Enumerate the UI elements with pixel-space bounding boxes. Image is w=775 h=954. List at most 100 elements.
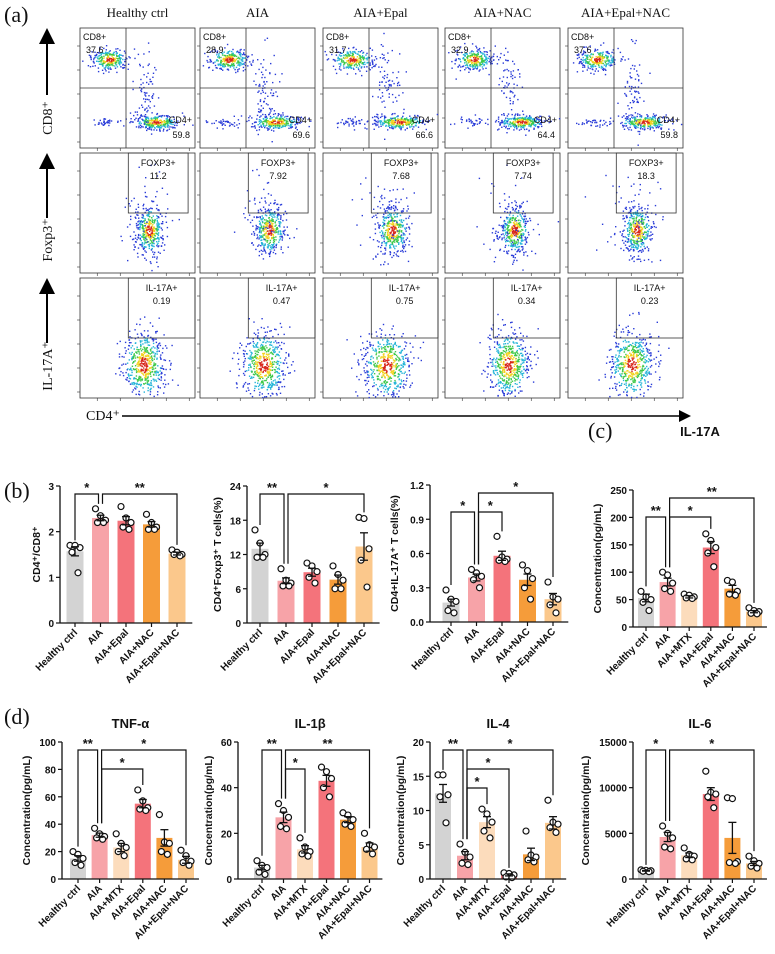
event-dot (124, 60, 126, 63)
event-dot (103, 55, 105, 57)
event-dot (255, 227, 257, 229)
event-dot (97, 56, 99, 58)
event-dot (262, 124, 265, 126)
event-dot (152, 240, 155, 242)
event-dot (507, 117, 509, 120)
event-dot (247, 55, 250, 58)
event-dot (349, 61, 351, 63)
event-dot (360, 61, 362, 64)
event-dot (405, 117, 408, 119)
event-dot (394, 236, 396, 238)
event-dot (264, 76, 266, 79)
event-dot (408, 122, 410, 124)
event-dot (473, 65, 475, 67)
event-dot (346, 56, 349, 59)
event-dot (238, 68, 240, 70)
event-dot (509, 230, 511, 233)
event-dot (516, 250, 518, 253)
event-dot (497, 118, 500, 120)
event-dot (403, 233, 405, 235)
event-dot (480, 60, 483, 63)
event-dot (110, 54, 113, 56)
event-dot (379, 224, 381, 227)
event-dot (514, 94, 516, 97)
event-dot (595, 60, 598, 62)
event-dot (510, 233, 513, 235)
event-dot (477, 56, 479, 58)
event-dot (469, 59, 471, 61)
event-dot (243, 52, 245, 54)
event-dot (280, 119, 283, 121)
event-dot (401, 224, 403, 227)
event-dot (491, 232, 494, 234)
event-dot (169, 122, 171, 124)
event-dot (513, 125, 515, 128)
event-dot (379, 200, 381, 203)
event-dot (109, 53, 112, 55)
event-dot (651, 123, 654, 125)
event-dot (394, 205, 397, 208)
event-dot (259, 116, 261, 118)
event-dot (477, 55, 479, 57)
event-dot (237, 60, 239, 62)
event-dot (527, 116, 530, 119)
event-dot (394, 226, 396, 229)
event-dot (284, 234, 286, 236)
event-dot (281, 73, 283, 75)
event-dot (636, 73, 639, 76)
event-dot (394, 238, 397, 240)
event-dot (518, 225, 520, 228)
event-dot (253, 199, 256, 201)
event-dot (402, 246, 404, 248)
event-dot (626, 80, 629, 83)
event-dot (507, 221, 509, 223)
event-dot (382, 76, 384, 78)
event-dot (626, 118, 629, 120)
event-dot (384, 59, 386, 61)
event-dot (468, 118, 470, 120)
event-dot (217, 56, 219, 58)
event-dot (401, 118, 403, 120)
event-dot (375, 124, 377, 127)
event-dot (524, 117, 527, 119)
event-dot (143, 203, 145, 206)
event-dot (277, 209, 279, 212)
event-dot (369, 64, 371, 66)
event-dot (589, 55, 591, 57)
event-dot (158, 240, 160, 242)
event-dot (391, 227, 394, 230)
event-dot (158, 209, 160, 211)
event-dot (600, 119, 602, 122)
event-dot (525, 222, 527, 225)
event-dot (267, 247, 269, 249)
event-dot (625, 125, 628, 127)
event-dot (243, 49, 245, 51)
event-dot (396, 213, 398, 216)
event-dot (476, 123, 479, 125)
event-dot (253, 234, 256, 236)
event-dot (402, 251, 404, 253)
event-dot (509, 221, 512, 224)
event-dot (153, 233, 155, 235)
event-dot (157, 233, 159, 235)
event-dot (102, 61, 104, 63)
event-dot (227, 59, 229, 61)
event-dot (393, 123, 395, 126)
event-dot (456, 49, 459, 51)
event-dot (137, 120, 139, 122)
event-dot (271, 141, 273, 143)
event-dot (384, 211, 386, 213)
event-dot (156, 119, 158, 121)
event-dot (103, 67, 105, 69)
event-dot (363, 66, 366, 68)
event-dot (274, 199, 276, 202)
event-dot (269, 251, 271, 254)
event-dot (389, 232, 391, 234)
event-dot (142, 126, 144, 128)
event-dot (151, 221, 154, 224)
event-dot (153, 242, 155, 245)
event-dot (524, 212, 526, 215)
event-dot (278, 121, 280, 123)
event-dot (276, 203, 278, 206)
event-dot (518, 123, 521, 126)
